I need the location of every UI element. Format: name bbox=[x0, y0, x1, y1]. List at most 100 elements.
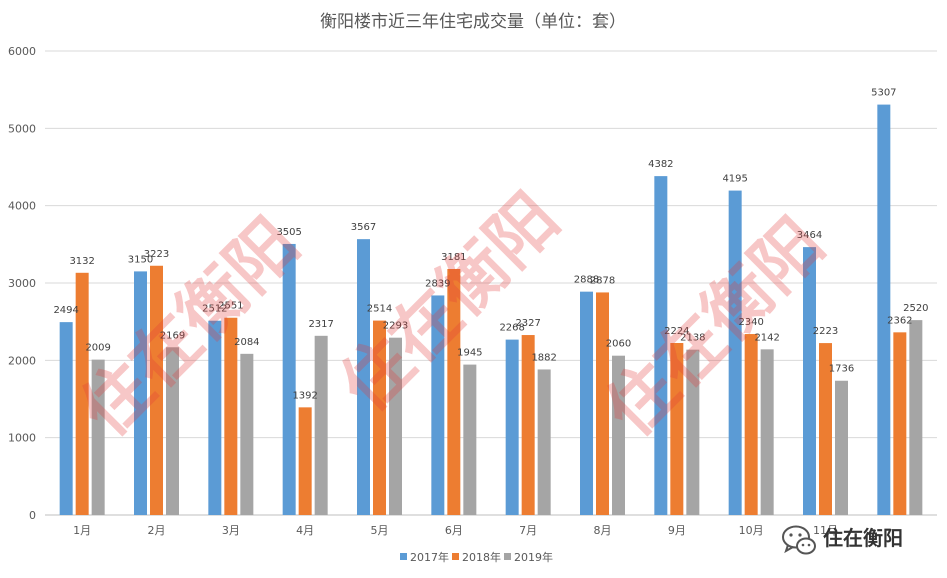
y-tick-label: 6000 bbox=[8, 45, 36, 58]
bar bbox=[760, 349, 774, 515]
data-label: 2268 bbox=[499, 323, 524, 334]
bar bbox=[803, 247, 816, 515]
chart-title: 衡阳楼市近三年住宅成交量（单位：套） bbox=[320, 12, 626, 32]
x-tick-label: 1月 bbox=[73, 524, 91, 537]
bar bbox=[728, 190, 742, 515]
bar bbox=[59, 322, 73, 515]
bar bbox=[686, 349, 700, 515]
data-label: 3464 bbox=[797, 230, 822, 241]
y-tick-label: 0 bbox=[29, 509, 36, 522]
data-label: 1736 bbox=[829, 364, 854, 375]
bar bbox=[835, 380, 848, 515]
gridlines bbox=[45, 50, 937, 516]
x-tick-label: 2月 bbox=[148, 524, 166, 537]
bar bbox=[893, 332, 907, 515]
bar bbox=[654, 176, 668, 515]
x-tick-label: 8月 bbox=[594, 524, 612, 537]
y-tick-label: 2000 bbox=[8, 354, 36, 367]
bar bbox=[909, 320, 923, 515]
bar bbox=[357, 239, 370, 516]
bar bbox=[877, 104, 891, 515]
legend-label: 2019年 bbox=[514, 550, 553, 564]
legend-label: 2018年 bbox=[462, 550, 501, 564]
data-label: 1392 bbox=[292, 390, 317, 401]
data-label: 2362 bbox=[887, 315, 912, 326]
bar bbox=[580, 291, 593, 515]
data-label: 3150 bbox=[128, 254, 153, 265]
data-label: 4382 bbox=[648, 159, 673, 170]
bar bbox=[505, 339, 519, 515]
legend-swatch bbox=[504, 553, 511, 560]
bar bbox=[298, 407, 312, 515]
y-tick-label: 4000 bbox=[8, 200, 36, 213]
bar bbox=[208, 320, 222, 515]
data-label: 2084 bbox=[234, 337, 259, 348]
data-label: 3132 bbox=[69, 256, 94, 267]
data-label: 2514 bbox=[367, 304, 392, 315]
bar bbox=[150, 265, 163, 515]
bar bbox=[612, 355, 625, 515]
bars bbox=[59, 104, 923, 516]
bar bbox=[134, 271, 147, 515]
wechat-icon bbox=[782, 525, 816, 555]
watermark-stamp: 住在衡阳 bbox=[590, 203, 839, 452]
data-label: 1945 bbox=[457, 348, 482, 359]
y-tick-label: 3000 bbox=[8, 277, 36, 290]
data-label: 3505 bbox=[276, 227, 301, 238]
data-label: 2169 bbox=[160, 330, 185, 341]
x-tick-label: 9月 bbox=[668, 524, 686, 537]
x-tick-label: 5月 bbox=[371, 524, 389, 537]
data-label: 4195 bbox=[722, 174, 747, 185]
bar bbox=[373, 320, 386, 515]
data-label: 2224 bbox=[664, 326, 689, 337]
y-tick-label: 5000 bbox=[8, 122, 36, 135]
bar bbox=[596, 292, 609, 515]
data-label: 2340 bbox=[738, 317, 763, 328]
bar bbox=[224, 317, 238, 515]
data-label: 2223 bbox=[813, 326, 838, 337]
y-axis-ticks: 0 1000 2000 3000 4000 5000 6000 bbox=[8, 45, 36, 522]
bar bbox=[463, 364, 477, 515]
data-label: 2317 bbox=[308, 319, 333, 330]
data-label: 2138 bbox=[680, 333, 705, 344]
watermark-stamp: 住在衡阳 bbox=[65, 203, 314, 452]
legend-label: 2017年 bbox=[410, 550, 449, 564]
data-label: 2512 bbox=[202, 304, 227, 315]
bar bbox=[166, 347, 179, 515]
legend-swatch bbox=[400, 553, 407, 560]
bar bbox=[240, 353, 254, 515]
data-label: 2494 bbox=[53, 305, 78, 316]
x-tick-label: 3月 bbox=[222, 524, 240, 537]
bar bbox=[314, 335, 328, 515]
bar bbox=[447, 269, 461, 515]
legend: 2017年 2018年 2019年 bbox=[400, 550, 553, 564]
data-label: 3223 bbox=[144, 249, 169, 260]
data-label: 2293 bbox=[383, 321, 408, 332]
data-label: 2060 bbox=[606, 339, 631, 350]
bar bbox=[744, 334, 758, 515]
legend-swatch bbox=[452, 553, 459, 560]
x-tick-label: 10月 bbox=[739, 524, 764, 537]
data-label: 2009 bbox=[85, 343, 110, 354]
bar bbox=[282, 243, 296, 516]
x-tick-label: 11月 bbox=[813, 524, 838, 537]
data-label: 2888 bbox=[574, 275, 599, 286]
data-label: 2839 bbox=[425, 278, 450, 289]
bar bbox=[431, 295, 445, 515]
data-label: 1882 bbox=[531, 352, 556, 363]
data-label: 3567 bbox=[351, 222, 376, 233]
x-axis-ticks: 1月 2月 3月 4月 5月 6月 7月 8月 9月 10月 11月 bbox=[73, 524, 838, 537]
data-label: 3181 bbox=[441, 252, 466, 263]
data-label: 5307 bbox=[871, 88, 896, 99]
data-label: 2327 bbox=[515, 318, 540, 329]
brand-badge: 住在衡阳 bbox=[782, 525, 903, 555]
y-tick-label: 1000 bbox=[8, 432, 36, 445]
bar bbox=[389, 337, 402, 515]
data-label: 2878 bbox=[590, 275, 615, 286]
data-label: 2142 bbox=[754, 332, 779, 343]
x-tick-label: 6月 bbox=[445, 524, 463, 537]
x-tick-label: 7月 bbox=[519, 524, 537, 537]
